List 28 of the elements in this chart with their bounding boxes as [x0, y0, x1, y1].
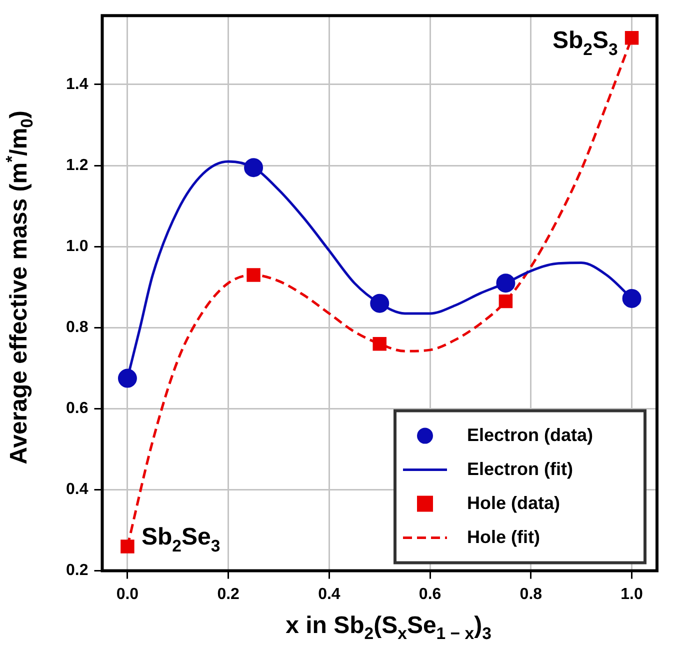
point	[118, 368, 137, 388]
y-tick-label: 1.4	[66, 76, 88, 93]
point	[624, 31, 639, 45]
legend-label: Hole (fit)	[467, 526, 540, 547]
point	[496, 274, 516, 293]
point	[120, 540, 134, 554]
x-tick-label: 1.0	[620, 586, 644, 603]
x-tick-label: 0.6	[418, 586, 442, 603]
y-tick-label: 1.2	[66, 156, 88, 174]
point	[244, 158, 264, 178]
legend-label: Electron (fit)	[467, 458, 573, 479]
x-tick-label: 0.4	[318, 586, 340, 603]
x-tick-label: 0.8	[520, 586, 542, 603]
point	[622, 288, 642, 308]
point	[498, 294, 513, 308]
y-tick-label: 0.8	[66, 319, 88, 336]
y-tick-label: 0.2	[66, 562, 88, 580]
x-tick-label: 0.0	[116, 586, 139, 603]
x-tick-label: 0.2	[217, 586, 240, 603]
y-tick-label: 0.4	[66, 481, 88, 498]
point	[370, 294, 390, 313]
y-tick-label: 0.6	[66, 400, 88, 418]
point	[372, 336, 386, 351]
x-axis-title: x in Sb$_{2}$(S$_{x}$Se$_{1 − x}$)$_{3}$	[284, 612, 492, 644]
legend-label: Hole (data)	[467, 492, 560, 513]
y-tick-label: 1.0	[66, 238, 88, 255]
legend-label: Electron (data)	[467, 424, 594, 445]
point	[246, 268, 260, 282]
